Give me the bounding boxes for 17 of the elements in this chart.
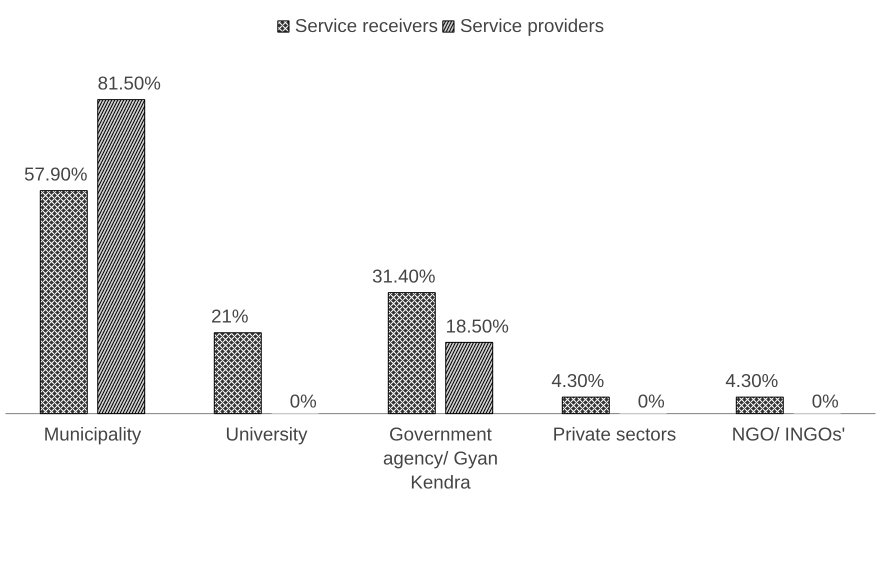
data-label: 57.90% (24, 164, 88, 185)
data-label: 18.50% (446, 315, 509, 336)
data-label: 4.30% (551, 370, 604, 392)
data-label: 0% (812, 390, 839, 412)
data-label: 81.50% (98, 72, 161, 94)
data-label: 4.30% (725, 370, 778, 392)
x-tick-label: Private sectors (552, 424, 676, 445)
data-label: 0% (638, 390, 665, 412)
x-tick-label: Government agency/ Gyan Kendra (382, 424, 498, 493)
data-label: 21% (211, 306, 248, 327)
x-tick-label: University (226, 424, 308, 445)
data-label: 31.40% (372, 266, 436, 287)
legend-label: Service receivers (294, 15, 438, 37)
x-tick-label: NGO/ INGOs' (732, 424, 846, 445)
legend-label: Service providers (460, 15, 604, 37)
data-label: 0% (290, 390, 317, 412)
x-tick-label: Municipality (44, 424, 142, 445)
